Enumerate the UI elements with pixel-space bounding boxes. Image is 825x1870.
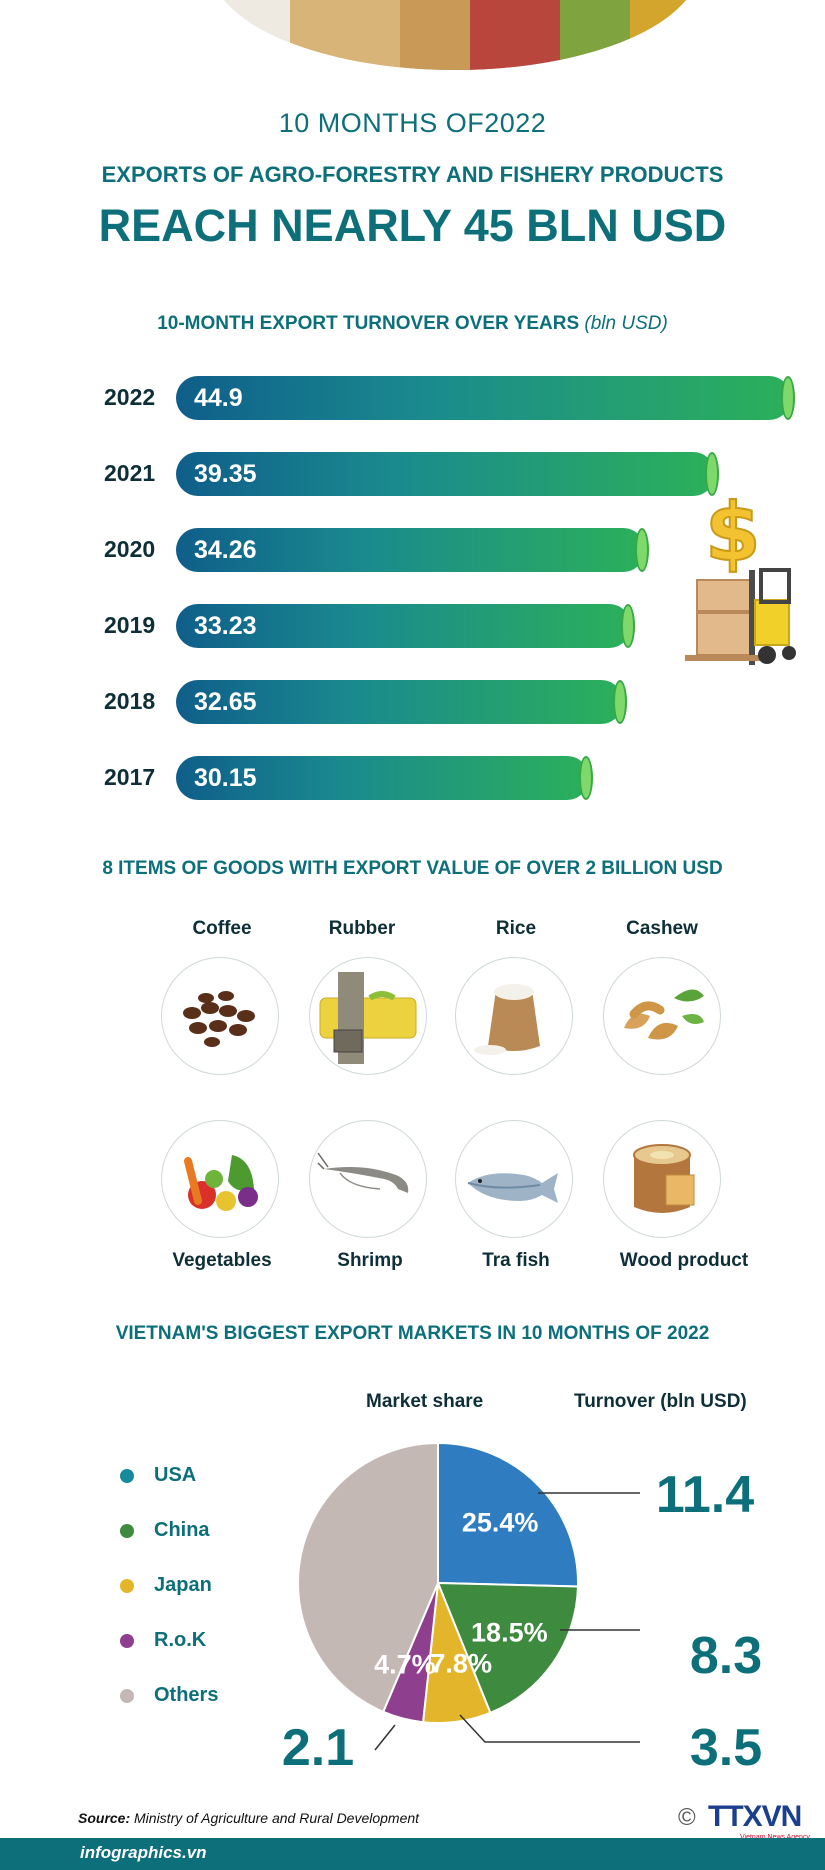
bar-value-label: 44.9 xyxy=(194,384,243,412)
pie-slice-label-rok: 4.7% xyxy=(374,1649,436,1679)
bar-year-label: 2017 xyxy=(104,764,156,790)
pie-slice-label-china: 18.5% xyxy=(471,1617,548,1647)
cashew-icon xyxy=(603,957,721,1075)
legend-usa-label: USA xyxy=(154,1464,197,1486)
legend-others-dot xyxy=(120,1689,134,1703)
legend-japan-label: Japan xyxy=(154,1574,212,1596)
good-label-wood-product: Wood product xyxy=(619,1250,749,1271)
leader-line-rok xyxy=(374,1724,396,1751)
bar-chart-title-text: 10-MONTH EXPORT TURNOVER OVER YEARS xyxy=(157,313,580,334)
brand-subtitle: Vietnam News Agency xyxy=(740,1834,810,1841)
bar-value-label: 39.35 xyxy=(194,460,257,488)
bar-end-cap xyxy=(635,528,649,572)
good-label-coffee: Coffee xyxy=(192,918,252,939)
rubber-icon xyxy=(309,957,427,1075)
header-title-line2: REACH NEARLY 45 BLN USD xyxy=(98,200,727,251)
pie-slice-label-japan: 7.8% xyxy=(430,1648,492,1678)
forklift-dollar-icon: $ xyxy=(675,475,805,695)
legend-japan-dot xyxy=(120,1579,134,1593)
markets-section-title: VIETNAM'S BIGGEST EXPORT MARKETS IN 10 M… xyxy=(115,1323,710,1344)
good-label-shrimp: Shrimp xyxy=(337,1250,403,1271)
good-label-rubber: Rubber xyxy=(328,918,396,939)
bar-end-cap xyxy=(781,376,795,420)
coffee-beans-icon xyxy=(161,957,279,1075)
footer-bar: infographics.vn xyxy=(0,1838,825,1870)
bar-2021: 39.35 xyxy=(176,452,719,496)
wood-log-icon xyxy=(603,1120,721,1238)
bar-end-cap xyxy=(579,756,593,800)
bar-value-label: 32.65 xyxy=(194,688,257,716)
pie-slice-china xyxy=(436,1581,579,1715)
bar-year-label: 2020 xyxy=(104,536,156,562)
turnover-value-usa: 11.4 xyxy=(656,1466,754,1524)
bar-year-label: 2019 xyxy=(104,612,156,638)
good-label-cashew: Cashew xyxy=(626,918,698,939)
goods-section-title: 8 ITEMS OF GOODS WITH EXPORT VALUE OF OV… xyxy=(102,858,723,879)
good-label-vegetables: Vegetables xyxy=(172,1250,272,1271)
bar-value-label: 34.26 xyxy=(194,536,257,564)
rice-sack-icon xyxy=(455,957,573,1075)
header-subtitle: 10 MONTHS OF2022 xyxy=(278,108,547,138)
pie-slice-usa xyxy=(437,1441,579,1588)
pie-slice-others xyxy=(297,1441,439,1714)
bar-year-label: 2022 xyxy=(104,384,156,410)
pie-slice-label-usa: 25.4% xyxy=(462,1507,539,1537)
turnover-value-china: 8.3 xyxy=(690,1627,762,1685)
source-note: Source: Ministry of Agriculture and Rura… xyxy=(78,1810,419,1826)
bar-end-cap xyxy=(613,680,627,724)
legend-china-dot xyxy=(120,1524,134,1538)
leader-line-japan xyxy=(459,1714,640,1743)
bar-value-label: 30.15 xyxy=(194,764,257,792)
bar-2022: 44.9 xyxy=(176,376,795,420)
source-text: Ministry of Agriculture and Rural Develo… xyxy=(130,1810,420,1826)
legend-china-label: China xyxy=(154,1519,210,1541)
bar-2018: 32.65 xyxy=(176,680,627,724)
bar-2017: 30.15 xyxy=(176,756,593,800)
legend-usa-dot xyxy=(120,1469,134,1483)
turnover-header: Turnover (bln USD) xyxy=(574,1391,747,1412)
vegetables-icon xyxy=(161,1120,279,1238)
bar-chart-title: 10-MONTH EXPORT TURNOVER OVER YEARS (bln… xyxy=(0,313,825,335)
brand-logo: TTXVN xyxy=(708,1800,802,1833)
footer-site: infographics.vn xyxy=(80,1843,207,1862)
bar-value-label: 33.23 xyxy=(194,612,257,640)
turnover-value-japan: 3.5 xyxy=(690,1719,762,1777)
svg-text:$: $ xyxy=(705,486,761,579)
bar-2019: 33.23 xyxy=(176,604,635,648)
bar-2020: 34.26 xyxy=(176,528,649,572)
header-photo-collage xyxy=(210,0,700,70)
turnover-value-rok: 2.1 xyxy=(282,1719,354,1777)
shrimp-icon xyxy=(309,1120,427,1238)
header-title-line1: EXPORTS OF AGRO-FORESTRY AND FISHERY PRO… xyxy=(101,162,724,187)
legend-rok-dot xyxy=(120,1634,134,1648)
copyright-icon: © xyxy=(678,1804,696,1831)
legend-others-label: Others xyxy=(154,1684,219,1706)
bar-year-label: 2021 xyxy=(104,460,156,486)
bar-year-label: 2018 xyxy=(104,688,156,714)
market-share-pie: 25.4% 18.5%7.8%4.7% 11.4 8.3 3.5 2.1 xyxy=(282,1441,762,1777)
good-label-tra-fish: Tra fish xyxy=(482,1250,550,1271)
bar-chart-unit: (bln USD) xyxy=(584,313,668,334)
bar-end-cap xyxy=(621,604,635,648)
legend-rok-label: R.o.K xyxy=(154,1629,207,1651)
good-label-rice: Rice xyxy=(495,918,537,939)
fish-icon xyxy=(455,1120,573,1238)
bar-end-cap xyxy=(705,452,719,496)
source-label: Source: xyxy=(78,1810,131,1826)
market-share-header: Market share xyxy=(366,1391,484,1412)
